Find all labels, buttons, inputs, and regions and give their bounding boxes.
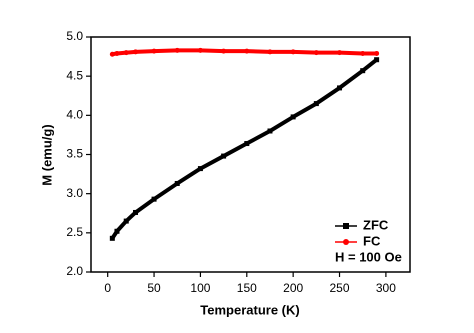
marker [337,50,343,56]
marker [313,50,319,56]
x-tick-label: 250 [330,281,350,295]
y-tick-label: 2.5 [66,225,83,239]
marker [267,128,273,134]
y-tick-label: 3.5 [66,147,83,161]
x-tick-label: 0 [104,281,111,295]
x-tick-label: 200 [283,281,303,295]
marker [221,48,227,54]
legend-label: FC [363,233,381,248]
marker [290,114,296,120]
legend-marker [343,239,349,245]
x-tick-label: 300 [376,281,396,295]
marker [337,85,343,91]
marker [244,48,250,54]
y-tick-label: 4.0 [66,108,83,122]
marker [374,57,380,63]
marker [151,48,157,54]
marker [244,141,250,147]
marker [109,235,115,241]
marker [174,180,180,186]
marker [151,196,157,202]
legend-label: ZFC [363,217,389,232]
marker [374,50,380,56]
annotation: H = 100 Oe [335,249,402,264]
marker [290,49,296,55]
marker [123,50,129,56]
x-axis-label: Temperature (K) [200,302,299,317]
x-tick-label: 100 [190,281,210,295]
marker [133,49,139,55]
marker [360,68,366,74]
y-tick-label: 3.0 [66,186,83,200]
marker [267,49,273,55]
marker [114,50,120,56]
marker [114,228,120,234]
x-tick-label: 50 [147,281,161,295]
y-tick-label: 5.0 [66,29,83,43]
legend-marker [343,223,349,229]
marker [123,218,129,224]
y-tick-label: 4.5 [66,68,83,82]
y-axis-label: M (emu/g) [39,124,54,185]
x-tick-label: 150 [237,281,257,295]
y-tick-label: 2.0 [66,264,83,278]
marker [197,166,203,172]
marker [313,101,319,107]
marker [133,209,139,215]
marker [360,50,366,56]
marker [109,51,115,57]
marker [197,47,203,53]
marker [174,47,180,53]
marker [221,153,227,159]
series-line [110,58,378,240]
